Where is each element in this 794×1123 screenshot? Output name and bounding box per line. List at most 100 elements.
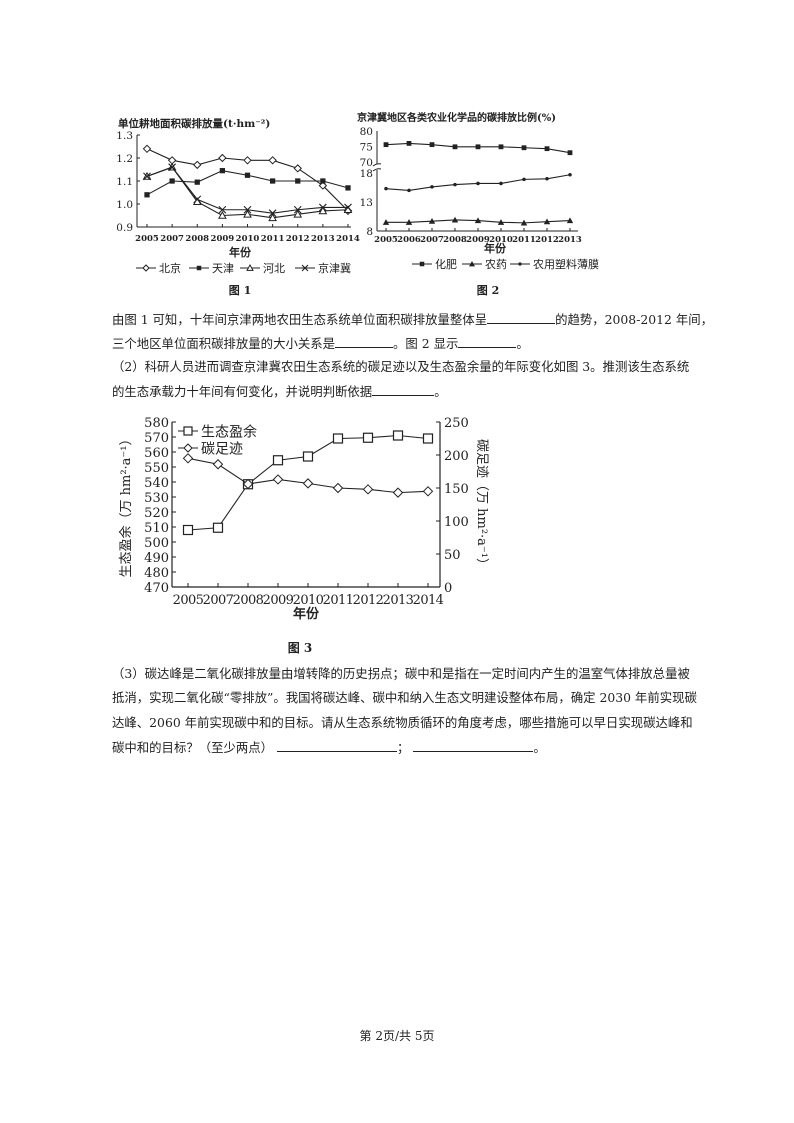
answer-blank[interactable] — [487, 311, 556, 324]
data-point — [545, 177, 549, 181]
paragraph-line: 由图 1 可知，十年间京津两地农田生态系统单位面积碳排放量整体呈 的趋势，2008… — [112, 311, 713, 328]
data-point — [302, 451, 314, 462]
y-tick-label: 80 — [360, 126, 373, 138]
y-tick-label: 1.0 — [116, 199, 133, 211]
x-tick-label: 2008 — [233, 593, 264, 608]
data-point — [332, 482, 344, 494]
y-tick-label-left: 530 — [144, 491, 169, 506]
data-point — [243, 156, 252, 165]
text: 三个地区单位面积碳排放量的大小关系是 — [112, 336, 336, 351]
data-point — [218, 210, 227, 219]
x-tick-label: 2010 — [236, 234, 260, 244]
answer-blank[interactable] — [277, 739, 398, 752]
text: 由图 1 可知，十年间京津两地农田生态系统单位面积碳排放量整体呈 — [112, 312, 488, 327]
answer-blank[interactable] — [458, 335, 517, 348]
data-point — [301, 264, 309, 272]
y-axis-label-right: 碳足迹（万 hm²·a⁻¹） — [474, 439, 489, 571]
legend-label: 化肥 — [435, 257, 457, 271]
data-point — [182, 524, 194, 536]
data-point — [430, 185, 434, 189]
x-tick-label: 2010 — [489, 235, 513, 245]
data-point — [142, 264, 150, 272]
x-tick-label: 2009 — [211, 234, 235, 244]
answer-blank[interactable] — [413, 739, 534, 752]
data-point — [242, 478, 254, 490]
x-tick-label: 2011 — [323, 593, 354, 608]
paragraph-line: 三个地区单位面积碳排放量的大小关系是 。图 2 显示 。 — [112, 335, 686, 352]
x-tick-label: 2009 — [466, 235, 490, 245]
paragraph-line: （2）科研人员进而调查京津冀农田生态系统的碳足迹以及生态盈余量的年际变化如图 3… — [112, 359, 690, 374]
y-tick-label-left: 580 — [144, 416, 169, 431]
legend-label: 农药 — [485, 257, 507, 271]
text: 的趋势，2008-2012 年间， — [555, 312, 714, 327]
data-point — [429, 142, 435, 148]
data-point — [318, 181, 328, 190]
data-point — [422, 486, 434, 497]
data-point — [272, 455, 284, 466]
data-point — [566, 217, 574, 224]
legend-label: 河北 — [263, 262, 285, 275]
x-tick-label: 2007 — [420, 235, 444, 245]
data-point — [406, 141, 412, 146]
y-tick-label-left: 540 — [144, 476, 169, 491]
data-point — [183, 443, 193, 453]
x-tick-label: 2013 — [311, 234, 335, 244]
data-point — [475, 144, 481, 150]
data-point — [518, 262, 522, 266]
data-point — [143, 172, 151, 181]
data-point — [407, 188, 411, 193]
data-point — [268, 209, 277, 218]
text: 。 — [434, 384, 447, 399]
x-tick-label: 2007 — [160, 234, 184, 244]
answer-blank[interactable] — [372, 383, 435, 396]
data-point — [293, 164, 302, 173]
paragraph-line: 抵消，实现二氧化碳“零排放”。我国将碳达峰、碳中和纳入生态文明建设整体布局，确定… — [112, 690, 697, 705]
data-point — [268, 156, 277, 165]
x-tick-label: 2007 — [203, 593, 234, 608]
y-tick-label-left: 470 — [144, 581, 169, 596]
answer-blank[interactable] — [335, 335, 394, 348]
x-axis-label: 年份 — [293, 606, 320, 622]
data-point — [474, 217, 482, 224]
y-tick-label: 1.1 — [116, 176, 133, 188]
x-tick-label: 2005 — [374, 235, 398, 245]
x-tick-label: 2014 — [413, 593, 444, 608]
data-point — [362, 484, 374, 495]
data-point — [318, 203, 327, 212]
data-point — [196, 265, 202, 271]
text: 。 — [533, 740, 546, 755]
data-point — [422, 433, 434, 444]
legend-label: 京津冀 — [318, 261, 351, 275]
x-tick-label: 2013 — [383, 593, 414, 608]
data-point — [272, 474, 284, 485]
x-tick-label: 2005 — [135, 234, 159, 244]
axis-break-icon — [372, 163, 382, 172]
y-tick-label: 75 — [360, 142, 373, 154]
x-tick-label: 2006 — [397, 235, 421, 245]
text: 碳中和的目标？（至少两点） — [112, 740, 274, 755]
data-point — [498, 144, 504, 150]
data-point — [244, 172, 251, 178]
y-tick-label-right: 0 — [444, 581, 452, 596]
y-tick-label-right: 200 — [444, 449, 469, 464]
data-point — [568, 172, 572, 177]
text: 。图 2 显示 — [393, 336, 459, 351]
x-tick-label: 2008 — [185, 234, 209, 244]
paragraph-line: 达峰、2060 年前实现碳中和的目标。请从生态系统物质循环的角度考虑，哪些措施可… — [112, 715, 693, 730]
x-tick-label: 2013 — [558, 235, 582, 245]
data-point — [193, 160, 202, 170]
text: ； — [397, 740, 410, 755]
data-point — [295, 178, 301, 184]
x-tick-label: 2012 — [353, 593, 384, 608]
legend-label: 碳足迹 — [201, 441, 243, 457]
x-tick-label: 2012 — [286, 234, 310, 244]
data-point — [219, 168, 225, 174]
data-point — [522, 177, 526, 182]
data-point — [268, 213, 277, 222]
data-point — [520, 219, 528, 226]
data-point — [384, 186, 388, 191]
data-point — [270, 178, 276, 184]
legend-label: 生态盈余 — [201, 423, 257, 440]
figure-caption: 图 2 — [477, 284, 499, 297]
